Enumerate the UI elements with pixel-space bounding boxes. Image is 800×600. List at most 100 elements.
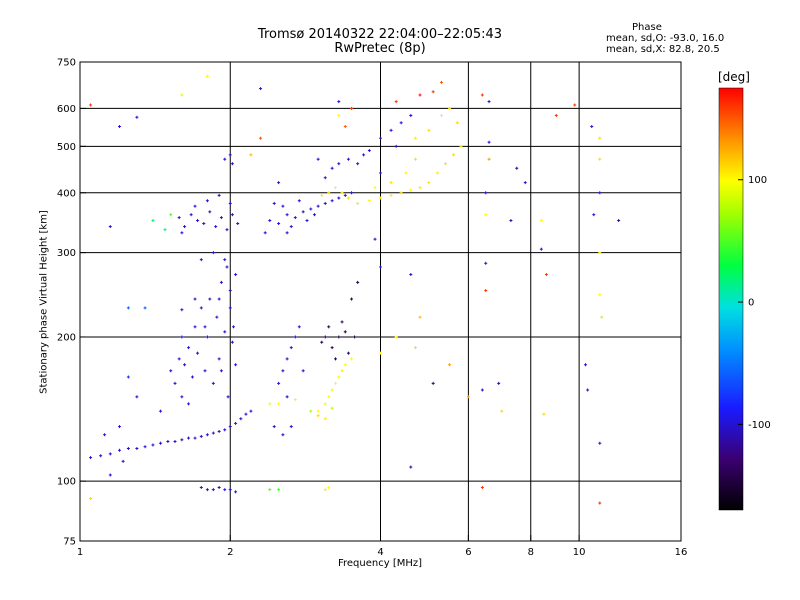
data-point [340, 369, 344, 373]
data-point [350, 191, 354, 195]
data-point [249, 409, 253, 413]
data-point [389, 193, 393, 197]
data-point [451, 153, 455, 157]
data-point [118, 125, 122, 129]
data-point [180, 395, 184, 399]
data-point [263, 231, 267, 235]
data-point [544, 273, 548, 277]
data-point [337, 335, 341, 339]
data-point [440, 80, 444, 84]
data-point [554, 113, 558, 117]
data-point [316, 157, 320, 161]
data-point [199, 306, 203, 310]
data-point [346, 157, 350, 161]
data-point [333, 357, 337, 361]
data-point [108, 452, 112, 456]
data-point [187, 346, 191, 350]
data-point [343, 193, 347, 197]
data-point [418, 315, 422, 319]
data-point [487, 100, 491, 104]
data-point [409, 113, 413, 117]
data-point [600, 315, 604, 319]
data-point [151, 443, 155, 447]
data-point [234, 421, 238, 425]
y-tick-label: 75 [63, 537, 76, 548]
data-point [285, 231, 289, 235]
data-point [330, 199, 334, 203]
data-point [435, 171, 439, 175]
data-point [203, 325, 207, 329]
data-point [228, 306, 232, 310]
colorbar [718, 87, 744, 511]
data-point [244, 412, 248, 416]
data-point [539, 247, 543, 251]
data-point [418, 93, 422, 97]
data-point [394, 100, 398, 104]
colorbar-label: [deg] [718, 70, 750, 84]
data-point [89, 103, 93, 107]
data-point [169, 369, 173, 373]
data-point [230, 340, 234, 344]
data-point [333, 186, 337, 190]
x-axis-ticks: 1 2 4 6 8 10 16 [77, 535, 687, 558]
data-point [211, 381, 215, 385]
data-point [379, 171, 382, 175]
data-point [281, 433, 285, 437]
data-point [312, 213, 316, 217]
data-point [187, 402, 191, 406]
data-point [199, 434, 203, 438]
data-point [330, 406, 334, 410]
data-point [346, 351, 350, 355]
data-point [108, 473, 112, 477]
data-point [323, 201, 327, 205]
data-point [223, 488, 227, 492]
data-point [281, 204, 285, 208]
data-point [234, 363, 238, 367]
data-point [480, 388, 484, 392]
data-point [487, 140, 491, 144]
colorbar-tick-label: 100 [748, 175, 767, 186]
data-point [497, 381, 501, 385]
data-point [108, 225, 112, 229]
data-point [143, 306, 147, 310]
data-point [327, 191, 331, 195]
data-point [327, 325, 331, 329]
data-point [193, 325, 197, 329]
data-point [177, 216, 181, 220]
data-point [413, 346, 417, 350]
y-tick-label: 100 [57, 477, 76, 488]
data-point [187, 436, 191, 440]
data-point [379, 265, 382, 269]
data-point [205, 488, 209, 492]
data-point [373, 186, 377, 190]
data-point [427, 181, 431, 185]
data-point [211, 488, 215, 492]
data-point [413, 136, 417, 140]
data-point [268, 488, 272, 492]
data-point [205, 74, 209, 78]
data-point [228, 425, 232, 429]
data-point [448, 106, 452, 110]
data-point [228, 289, 232, 293]
data-point [289, 225, 293, 229]
data-point [586, 388, 590, 392]
data-point [598, 251, 602, 255]
data-point [223, 258, 227, 262]
data-point [367, 199, 371, 203]
data-point [373, 237, 377, 241]
data-point [223, 330, 227, 334]
data-point [444, 162, 448, 166]
data-point [228, 153, 232, 157]
data-point [234, 490, 238, 494]
data-point [173, 381, 177, 385]
y-tick-label: 300 [57, 248, 76, 259]
data-point [277, 381, 281, 385]
grid-lines [80, 62, 681, 541]
data-point [293, 216, 297, 220]
data-point [466, 395, 470, 399]
data-point [509, 219, 513, 223]
data-point [297, 199, 301, 203]
data-point [346, 196, 350, 200]
data-point [379, 196, 382, 200]
data-point [337, 375, 341, 379]
